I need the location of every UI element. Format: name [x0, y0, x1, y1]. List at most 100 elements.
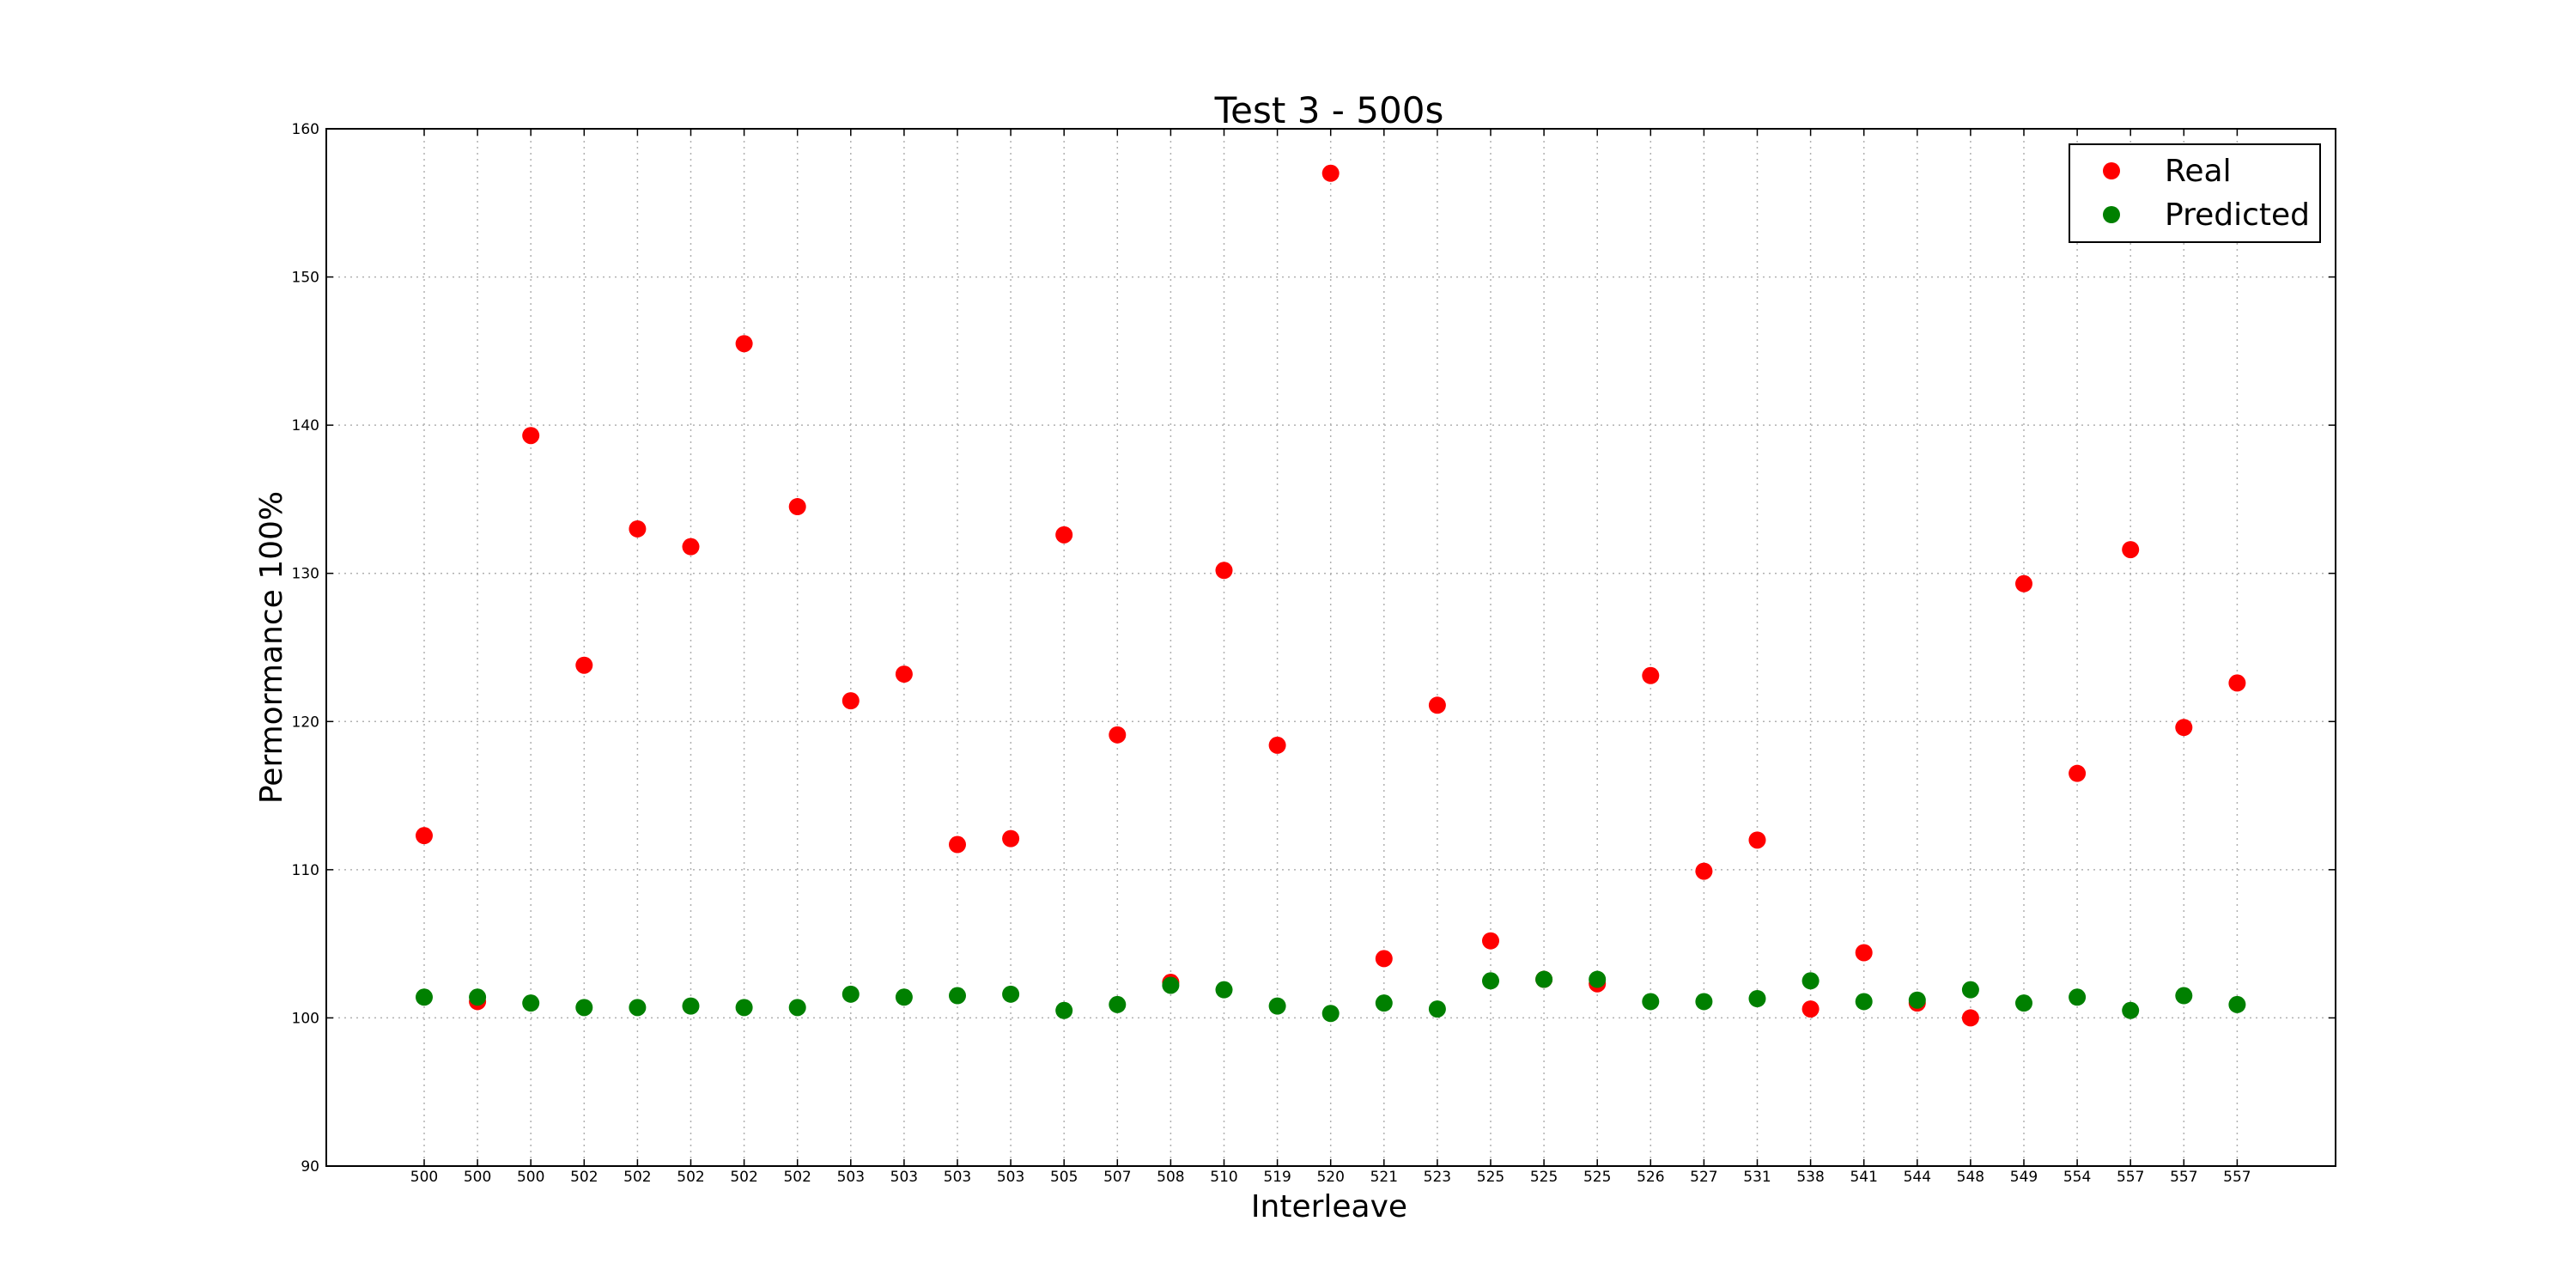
predicted-point [949, 987, 966, 1005]
x-tick-label: 503 [944, 1169, 971, 1186]
real-point [1109, 726, 1127, 744]
real-point [1375, 950, 1393, 968]
x-tick-label: 502 [570, 1169, 598, 1186]
x-tick-label: 554 [2063, 1169, 2091, 1186]
predicted-point [1589, 970, 1607, 988]
y-tick-label: 90 [301, 1158, 319, 1176]
real-point [2069, 764, 2087, 782]
predicted-point [575, 999, 593, 1017]
x-tick-label: 502 [730, 1169, 757, 1186]
real-point [416, 827, 433, 845]
predicted-point [1215, 981, 1233, 999]
real-point [735, 335, 753, 353]
real-point [1642, 666, 1660, 684]
predicted-point [1748, 989, 1766, 1007]
x-axis-label: Interleave [1251, 1189, 1407, 1224]
x-tick-label: 508 [1157, 1169, 1184, 1186]
real-point [522, 427, 540, 445]
x-tick-label: 502 [623, 1169, 651, 1186]
x-tick-label: 502 [677, 1169, 704, 1186]
real-point [2175, 719, 2193, 737]
x-tick-label: 525 [1583, 1169, 1611, 1186]
real-point [1482, 932, 1499, 950]
predicted-point [522, 994, 540, 1012]
real-point [629, 519, 647, 538]
real-point [1002, 829, 1020, 848]
x-tick-label: 502 [783, 1169, 811, 1186]
predicted-point [2015, 994, 2032, 1012]
predicted-point [1855, 993, 1873, 1011]
x-tick-label: 526 [1637, 1169, 1664, 1186]
predicted-point [2228, 995, 2246, 1013]
predicted-point [2175, 987, 2193, 1005]
y-tick-label: 160 [292, 121, 319, 138]
real-point [1428, 696, 1446, 714]
predicted-point [2069, 988, 2087, 1006]
x-tick-label: 503 [837, 1169, 865, 1186]
real-point [2015, 574, 2032, 592]
predicted-point [1695, 993, 1713, 1011]
y-tick-label: 150 [292, 270, 319, 287]
real-point [788, 498, 806, 516]
plot-frame [325, 128, 2336, 1167]
x-tick-label: 538 [1796, 1169, 1824, 1186]
legend: Real Predicted [2069, 143, 2321, 243]
predicted-point [841, 985, 860, 1003]
x-tick-label: 549 [2010, 1169, 2038, 1186]
predicted-point [1801, 972, 1820, 990]
predicted-point [1375, 994, 1393, 1012]
predicted-point [1002, 985, 1020, 1003]
predicted-point [629, 999, 647, 1017]
predicted-point [1642, 993, 1660, 1011]
x-tick-label: 521 [1370, 1169, 1398, 1186]
y-tick-label: 120 [292, 714, 319, 731]
x-tick-label: 519 [1263, 1169, 1291, 1186]
real-point [1855, 944, 1873, 962]
legend-box [2069, 143, 2321, 243]
predicted-point [1055, 1001, 1073, 1019]
y-axis-label: Permormance 100% [254, 491, 289, 804]
chart-title: Test 3 - 500s [1214, 89, 1444, 131]
x-tick-label: 548 [1957, 1169, 1984, 1186]
legend-marker-real [2103, 162, 2120, 179]
y-tick-label: 110 [292, 862, 319, 879]
grid [326, 129, 2336, 1166]
x-tick-label: 525 [1530, 1169, 1558, 1186]
real-point [1748, 831, 1766, 849]
x-tick-label: 500 [410, 1169, 438, 1186]
predicted-point [1908, 991, 1926, 1009]
real-point [2228, 674, 2246, 692]
predicted-point [1482, 972, 1499, 990]
x-tick-label: 503 [890, 1169, 918, 1186]
y-tick-label: 130 [292, 566, 319, 583]
x-tick-label: 525 [1477, 1169, 1504, 1186]
data-points [416, 164, 2246, 1027]
x-tick-label: 523 [1424, 1169, 1451, 1186]
predicted-point [1162, 976, 1180, 994]
predicted-point [469, 988, 487, 1006]
legend-label-real: Real [2165, 154, 2232, 189]
predicted-point [735, 999, 753, 1017]
predicted-point [1268, 997, 1286, 1015]
real-point [1055, 526, 1073, 544]
predicted-point [788, 999, 806, 1017]
real-point [1268, 736, 1286, 754]
real-point [682, 538, 700, 556]
legend-marker-predicted [2103, 206, 2120, 223]
x-tick-label: 500 [464, 1169, 491, 1186]
x-tick-label: 505 [1050, 1169, 1078, 1186]
x-tick-label: 507 [1103, 1169, 1131, 1186]
x-tick-label: 531 [1743, 1169, 1771, 1186]
predicted-point [1535, 970, 1553, 988]
x-tick-label: 544 [1904, 1169, 1931, 1186]
y-tick-label: 100 [292, 1010, 319, 1027]
predicted-point [416, 988, 433, 1006]
x-tick-label: 557 [2117, 1169, 2144, 1186]
real-point [949, 835, 966, 854]
predicted-point [1428, 1000, 1446, 1018]
predicted-point [2122, 1001, 2140, 1019]
y-tick-label: 140 [292, 417, 319, 434]
predicted-point [1321, 1005, 1340, 1023]
real-point [1961, 1009, 1979, 1027]
